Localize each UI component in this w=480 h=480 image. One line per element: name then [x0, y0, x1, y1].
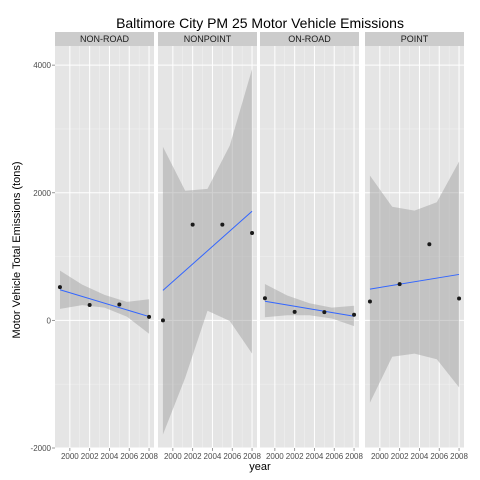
data-point	[367, 299, 372, 304]
y-tick-label: 4000	[33, 61, 51, 70]
x-tick-label: 2006	[120, 452, 138, 461]
x-tick-label: 2008	[345, 452, 363, 461]
confidence-band	[162, 69, 253, 435]
x-tick-label: 2000	[266, 452, 284, 461]
x-tick-label: 2006	[430, 452, 448, 461]
strip-background	[55, 32, 154, 46]
strip-label: POINT	[401, 34, 429, 44]
x-tick-label: 2004	[411, 452, 429, 461]
x-tick-label: 2002	[286, 452, 304, 461]
x-tick-label: 2008	[140, 452, 158, 461]
strip-background	[365, 32, 464, 46]
x-tick-label: 2006	[325, 452, 343, 461]
x-tick-label: 2000	[164, 452, 182, 461]
y-tick-label: 0	[47, 316, 52, 325]
data-point	[322, 310, 327, 315]
x-tick-label: 2008	[243, 452, 261, 461]
chart-title: Baltimore City PM 25 Motor Vehicle Emiss…	[116, 15, 404, 31]
data-point	[160, 318, 165, 323]
data-point	[397, 282, 402, 287]
confidence-band	[264, 284, 355, 327]
data-point	[117, 302, 122, 307]
data-point	[262, 296, 267, 301]
strip-label: NON-ROAD	[80, 34, 129, 44]
regression-line	[59, 289, 150, 318]
data-point	[147, 314, 152, 319]
strip-background	[260, 32, 359, 46]
y-axis-label: Motor Vehicle Total Emissions (tons)	[11, 161, 23, 338]
facet-panel-point: POINT 2000 2002 2004 2006 2008	[365, 32, 468, 461]
panel-background	[365, 46, 464, 448]
panel-background	[158, 46, 257, 448]
facet-panel-nonpoint: NONPOINT 2000 2002 2004 2006 2008	[158, 32, 261, 461]
x-tick-label: 2002	[391, 452, 409, 461]
data-point	[427, 242, 432, 247]
strip-label: NONPOINT	[184, 34, 232, 44]
confidence-band	[60, 270, 150, 334]
regression-line	[264, 300, 355, 317]
x-tick-label: 2002	[184, 452, 202, 461]
data-point	[190, 222, 195, 227]
x-tick-label: 2002	[81, 452, 99, 461]
strip-background	[158, 32, 257, 46]
y-tick-label: 2000	[33, 189, 51, 198]
x-tick-label: 2006	[223, 452, 241, 461]
x-tick-label: 2004	[306, 452, 324, 461]
panel-background	[55, 46, 154, 448]
facet-panel-non-road: NON-ROAD 2000 2002 2004 2006 2008	[55, 32, 158, 461]
data-point	[57, 285, 62, 290]
x-tick-label: 2000	[61, 452, 79, 461]
data-point	[292, 309, 297, 314]
data-point	[87, 303, 92, 308]
data-point	[250, 230, 255, 235]
x-tick-label: 2008	[450, 452, 468, 461]
x-tick-label: 2004	[204, 452, 222, 461]
panel-background	[260, 46, 359, 448]
data-point	[220, 222, 225, 227]
regression-line	[162, 210, 253, 291]
data-point	[352, 312, 357, 317]
y-tick-label: -2000	[31, 444, 52, 453]
x-tick-label: 2004	[101, 452, 119, 461]
data-point	[457, 296, 462, 301]
x-axis-label: year	[249, 461, 271, 473]
x-tick-label: 2000	[371, 452, 389, 461]
regression-line	[369, 273, 460, 290]
facet-panel-on-road: ON-ROAD 2000 2002 2004 2006 2008	[260, 32, 363, 461]
strip-label: ON-ROAD	[288, 34, 331, 44]
